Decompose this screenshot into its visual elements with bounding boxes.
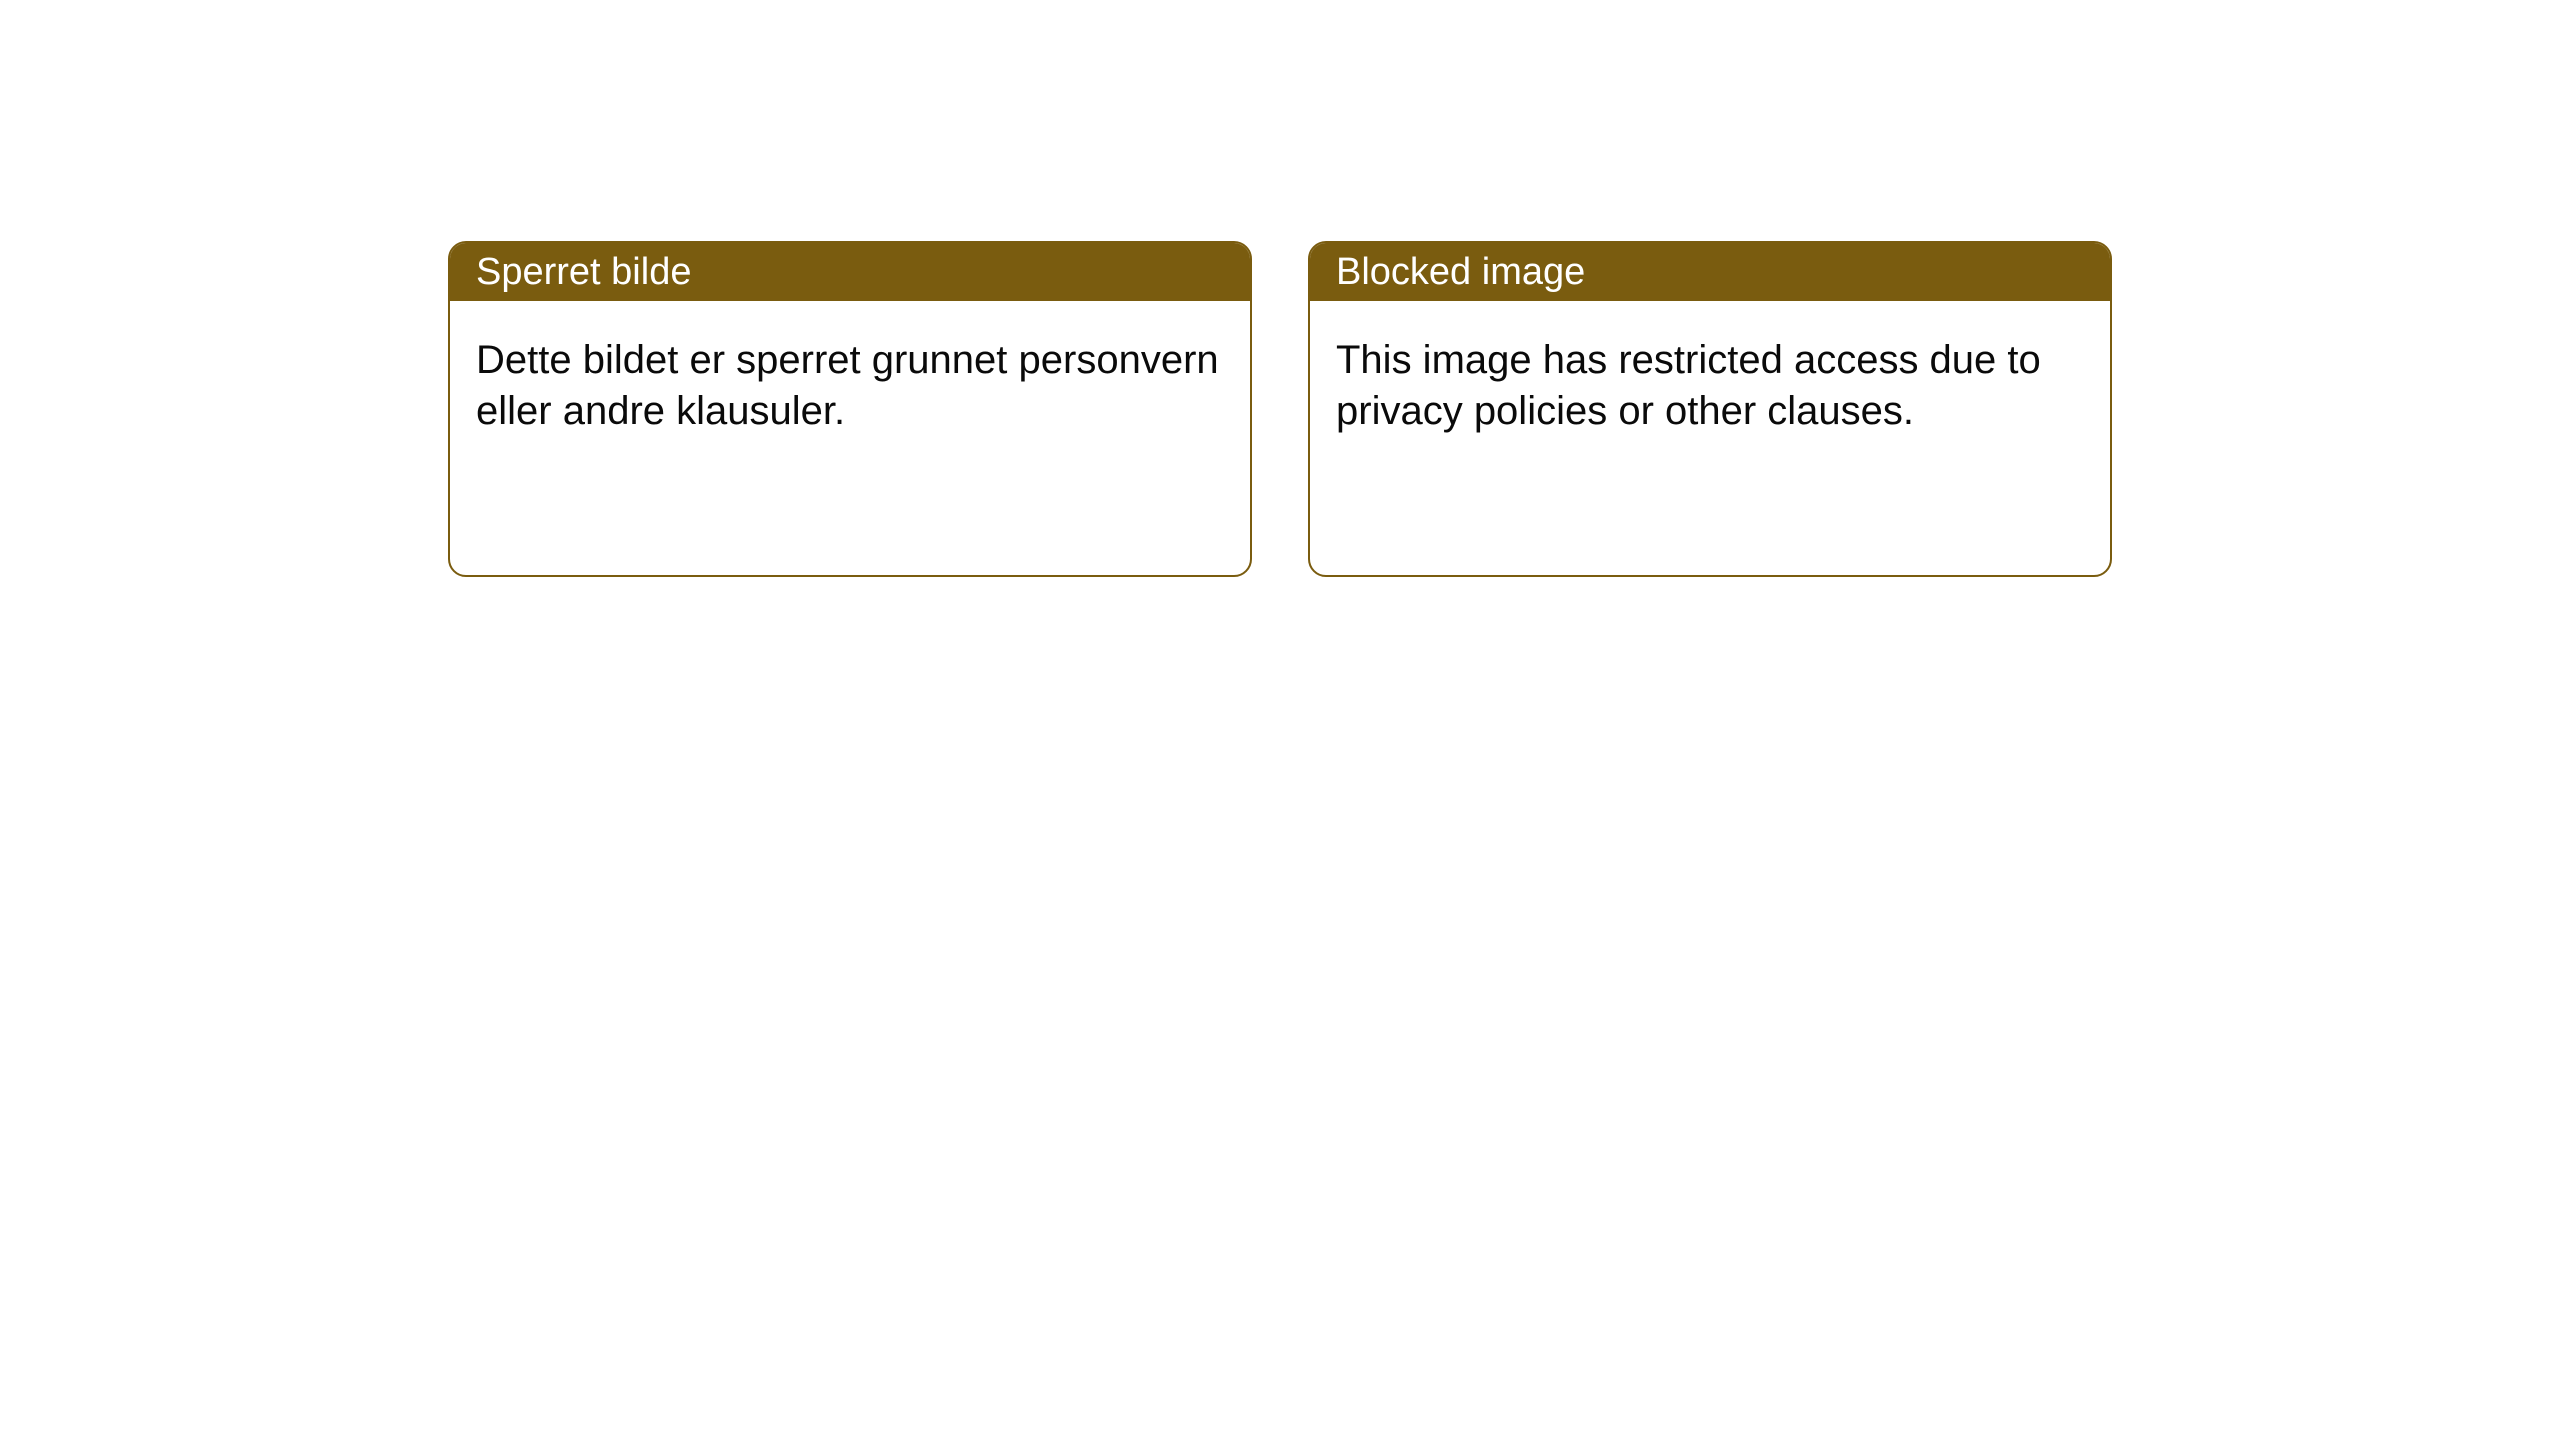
card-title: Sperret bilde	[476, 251, 691, 294]
card-title: Blocked image	[1336, 251, 1585, 294]
card-body-text: Dette bildet er sperret grunnet personve…	[476, 338, 1219, 433]
card-body-text: This image has restricted access due to …	[1336, 338, 2041, 433]
notice-card: Sperret bilde Dette bildet er sperret gr…	[448, 241, 1252, 577]
card-header: Blocked image	[1310, 243, 2110, 301]
notice-cards-container: Sperret bilde Dette bildet er sperret gr…	[448, 241, 2112, 577]
card-body: This image has restricted access due to …	[1310, 301, 2110, 471]
notice-card: Blocked image This image has restricted …	[1308, 241, 2112, 577]
card-body: Dette bildet er sperret grunnet personve…	[450, 301, 1250, 471]
card-header: Sperret bilde	[450, 243, 1250, 301]
